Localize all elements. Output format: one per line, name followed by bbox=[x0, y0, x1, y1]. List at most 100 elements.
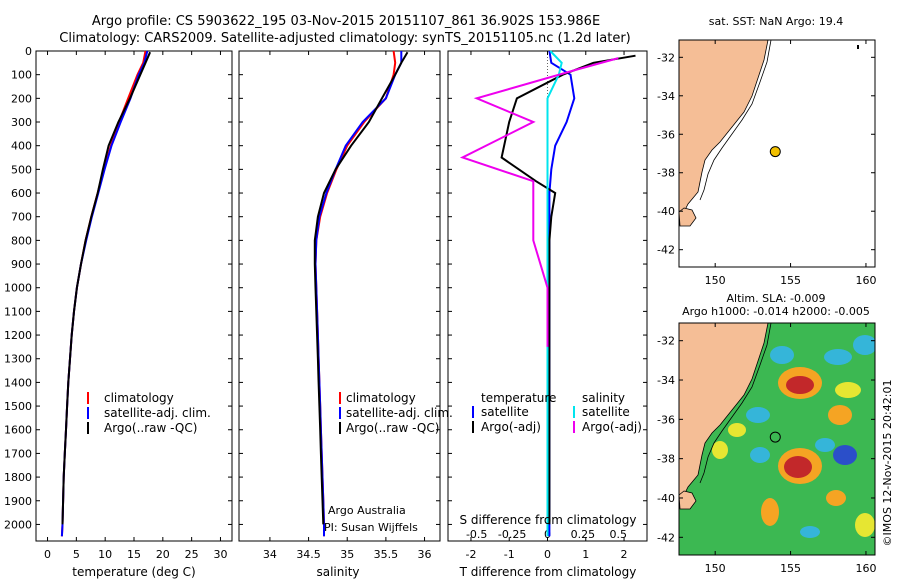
x-tick-label: 36 bbox=[418, 548, 432, 561]
temperature-xlabel: temperature (deg C) bbox=[72, 565, 195, 579]
x-tick-label: 10 bbox=[98, 548, 112, 561]
figure-title-line2: Climatology: CARS2009. Satellite-adjuste… bbox=[59, 31, 631, 46]
x-tick-label: -2 bbox=[465, 548, 476, 561]
y-tick-label: 600 bbox=[11, 187, 32, 200]
y-tick-label: 200 bbox=[11, 92, 32, 105]
legend-label-argo: Argo(..raw -QC) bbox=[346, 421, 439, 435]
temperature-axes: 0100200300400500600700800900100011001200… bbox=[4, 45, 232, 561]
sst-map-frame bbox=[678, 39, 876, 268]
map-x-tick-label: 160 bbox=[855, 274, 876, 287]
sla-argo-marker bbox=[769, 431, 781, 443]
series-line-sal_argo bbox=[459, 57, 619, 347]
sla-blob bbox=[728, 423, 746, 437]
sla-map bbox=[679, 323, 875, 555]
top-tick-label: 0.5 bbox=[610, 528, 628, 541]
legend-label-t-argo: Argo(-adj) bbox=[481, 420, 541, 434]
map-x-tick-label: 150 bbox=[705, 274, 726, 287]
x-tick-label: 35.5 bbox=[374, 548, 399, 561]
sla-map-axes: -32 -34 -36 -38 -40 -42 150 155 160 bbox=[657, 323, 876, 575]
y-tick-label: 1600 bbox=[4, 424, 32, 437]
x-tick-label: 15 bbox=[127, 548, 141, 561]
sla-blob bbox=[855, 513, 875, 537]
sla-blob bbox=[750, 447, 770, 463]
annotation-institution: Argo Australia bbox=[328, 504, 406, 517]
legend-label-t-satellite: satellite bbox=[481, 405, 529, 419]
x-tick-label: 20 bbox=[156, 548, 170, 561]
sla-blob bbox=[833, 445, 857, 465]
y-tick-label: 0 bbox=[25, 45, 32, 58]
sla-land-island bbox=[679, 490, 697, 510]
sla-blob bbox=[746, 407, 770, 423]
series-line-argo bbox=[61, 51, 152, 525]
annotation-pi: PI: Susan Wijffels bbox=[324, 521, 418, 534]
y-tick-label: 2000 bbox=[4, 518, 32, 531]
legend-label-satellite: satellite-adj. clim. bbox=[104, 406, 211, 420]
sla-blob bbox=[770, 346, 794, 364]
legend-label-climatology: climatology bbox=[346, 391, 416, 405]
legend-title-temperature: temperature bbox=[481, 391, 556, 405]
top-tick-label: -0.25 bbox=[498, 528, 526, 541]
y-tick-label: 1800 bbox=[4, 471, 32, 484]
map-x-tick-label: 150 bbox=[705, 562, 726, 575]
sla-blob bbox=[828, 405, 852, 425]
x-tick-label: 25 bbox=[185, 548, 199, 561]
y-tick-label: 1900 bbox=[4, 495, 32, 508]
x-tick-label: 35 bbox=[340, 548, 354, 561]
sst-map bbox=[679, 40, 875, 267]
series-line-argo bbox=[500, 54, 636, 525]
y-tick-label: 1000 bbox=[4, 282, 32, 295]
y-tick-label: 1500 bbox=[4, 400, 32, 413]
x-tick-label: 0 bbox=[44, 548, 51, 561]
map-y-tick-label: -34 bbox=[657, 374, 675, 387]
sla-blob bbox=[784, 456, 812, 478]
x-tick-label: 5 bbox=[73, 548, 80, 561]
difference-series bbox=[459, 50, 636, 537]
y-tick-label: 1400 bbox=[4, 376, 32, 389]
y-tick-label: 100 bbox=[11, 69, 32, 82]
figure-title-line1: Argo profile: CS 5903622_195 03-Nov-2015… bbox=[92, 14, 600, 29]
y-tick-label: 1300 bbox=[4, 353, 32, 366]
legend-label-s-argo: Argo(-adj) bbox=[582, 420, 642, 434]
temperature-legend: climatology satellite-adj. clim. Argo(..… bbox=[87, 391, 211, 435]
sla-blob bbox=[761, 498, 779, 526]
legend-label-s-satellite: satellite bbox=[582, 405, 630, 419]
y-tick-label: 1200 bbox=[4, 329, 32, 342]
map-y-tick-label: -40 bbox=[657, 205, 675, 218]
sla-blob bbox=[826, 490, 846, 506]
temperature-series bbox=[60, 50, 152, 537]
salinity-series bbox=[313, 50, 409, 537]
sla-map-title-line1: Altim. SLA: -0.009 bbox=[726, 292, 825, 305]
y-tick-label: 300 bbox=[11, 116, 32, 129]
y-tick-label: 800 bbox=[11, 234, 32, 247]
map-y-tick-label: -42 bbox=[657, 531, 675, 544]
sla-blob bbox=[835, 382, 861, 398]
sst-map-title: sat. SST: NaN Argo: 19.4 bbox=[709, 15, 843, 28]
salinity-xlabel: salinity bbox=[316, 565, 359, 579]
y-tick-label: 700 bbox=[11, 211, 32, 224]
sla-blob bbox=[800, 526, 820, 538]
sla-map-frame bbox=[678, 322, 876, 556]
map-y-tick-label: -36 bbox=[657, 128, 675, 141]
imos-credit: ©IMOS 12-Nov-2015 20:42:01 bbox=[881, 380, 894, 547]
legend-label-satellite: satellite-adj. clim. bbox=[346, 406, 453, 420]
salinity-axes: 34 34.5 35 35.5 36 bbox=[239, 50, 440, 561]
temperature-panel bbox=[35, 50, 233, 542]
sla-isobath bbox=[699, 323, 772, 484]
sla-blob bbox=[853, 335, 875, 355]
x-tick-label: 1 bbox=[582, 548, 589, 561]
x-tick-label: 2 bbox=[621, 548, 628, 561]
top-tick-label: 0.25 bbox=[571, 528, 596, 541]
y-tick-label: 1100 bbox=[4, 305, 32, 318]
series-line-sal_satellite bbox=[546, 50, 563, 537]
difference-xlabel-top: S difference from climatology bbox=[460, 513, 637, 527]
difference-legend: temperature satellite Argo(-adj) salinit… bbox=[472, 391, 642, 434]
salinity-legend: climatology satellite-adj. clim. Argo(..… bbox=[324, 391, 453, 534]
sla-blob bbox=[824, 349, 852, 365]
map-y-tick-label: -38 bbox=[657, 453, 675, 466]
x-tick-label: 34.5 bbox=[296, 548, 321, 561]
y-tick-label: 900 bbox=[11, 258, 32, 271]
sla-blob bbox=[815, 438, 835, 452]
map-y-tick-label: -38 bbox=[657, 167, 675, 180]
sla-blob bbox=[712, 441, 728, 459]
map-y-tick-label: -42 bbox=[657, 244, 675, 257]
